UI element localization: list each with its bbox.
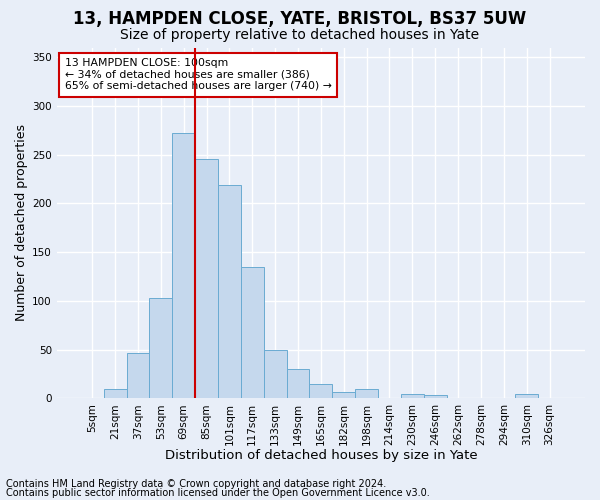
Bar — [241, 267, 264, 398]
Bar — [424, 396, 446, 398]
Y-axis label: Number of detached properties: Number of detached properties — [15, 124, 28, 322]
Bar — [401, 394, 424, 398]
Text: Contains HM Land Registry data © Crown copyright and database right 2024.: Contains HM Land Registry data © Crown c… — [6, 479, 386, 489]
X-axis label: Distribution of detached houses by size in Yate: Distribution of detached houses by size … — [164, 450, 477, 462]
Bar — [127, 352, 149, 399]
Bar — [264, 350, 287, 399]
Bar — [218, 185, 241, 398]
Bar — [332, 392, 355, 398]
Bar — [287, 369, 310, 398]
Bar — [149, 298, 172, 398]
Text: 13, HAMPDEN CLOSE, YATE, BRISTOL, BS37 5UW: 13, HAMPDEN CLOSE, YATE, BRISTOL, BS37 5… — [73, 10, 527, 28]
Text: Contains public sector information licensed under the Open Government Licence v3: Contains public sector information licen… — [6, 488, 430, 498]
Bar — [515, 394, 538, 398]
Bar — [195, 158, 218, 398]
Bar — [172, 134, 195, 398]
Bar — [310, 384, 332, 398]
Bar — [104, 388, 127, 398]
Text: Size of property relative to detached houses in Yate: Size of property relative to detached ho… — [121, 28, 479, 42]
Text: 13 HAMPDEN CLOSE: 100sqm
← 34% of detached houses are smaller (386)
65% of semi-: 13 HAMPDEN CLOSE: 100sqm ← 34% of detach… — [65, 58, 332, 91]
Bar — [355, 388, 378, 398]
